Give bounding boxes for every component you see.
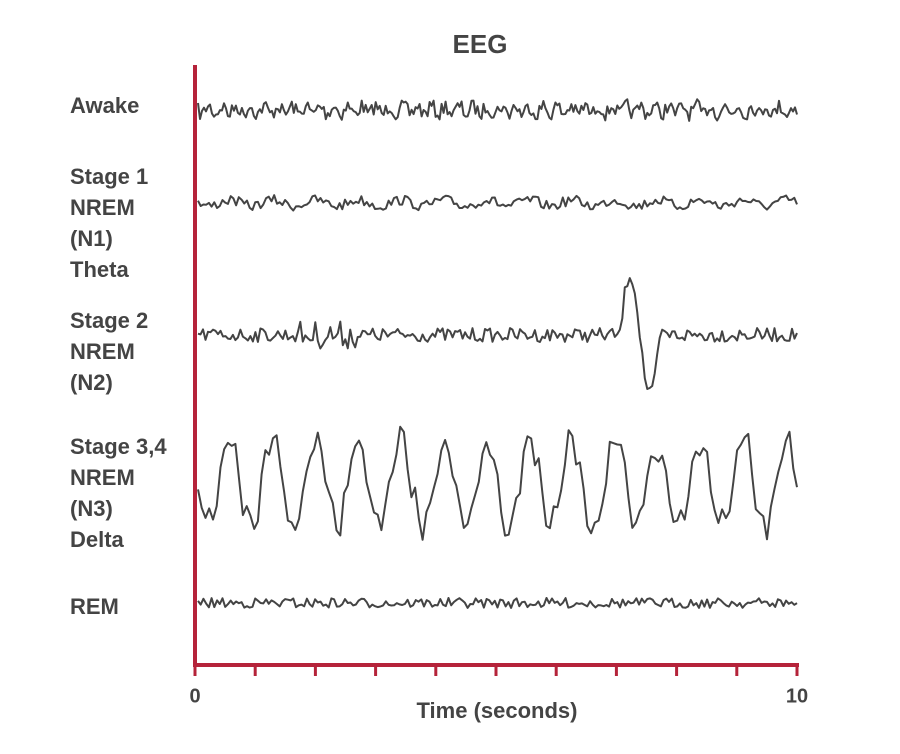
x-axis-label: Time (seconds) bbox=[417, 698, 578, 723]
row-label: (N3) bbox=[70, 496, 113, 521]
x-tick-label: 10 bbox=[786, 685, 808, 707]
eeg-trace bbox=[197, 425, 798, 541]
traces bbox=[197, 98, 798, 609]
row-label: Stage 1 bbox=[70, 164, 148, 189]
row-label: (N2) bbox=[70, 370, 113, 395]
row-label: Stage 3,4 bbox=[70, 434, 167, 459]
eeg-trace bbox=[197, 98, 798, 122]
row-label: NREM bbox=[70, 339, 135, 364]
row-label: Theta bbox=[70, 257, 129, 282]
eeg-trace bbox=[197, 194, 798, 212]
eeg-trace bbox=[197, 597, 798, 609]
row-label: Stage 2 bbox=[70, 308, 148, 333]
row-label: (N1) bbox=[70, 226, 113, 251]
row-label: REM bbox=[70, 594, 119, 619]
row-labels: Awake Stage 1 NREM (N1) Theta Stage 2 NREM (N2)… bbox=[70, 93, 167, 619]
x-tick-label: 0 bbox=[189, 685, 200, 707]
row-label: NREM bbox=[70, 195, 135, 220]
row-label: NREM bbox=[70, 465, 135, 490]
row-label: Delta bbox=[70, 527, 125, 552]
eeg-trace bbox=[197, 277, 798, 390]
title: EEG bbox=[453, 29, 508, 59]
row-label: Awake bbox=[70, 93, 139, 118]
x-ticks bbox=[193, 665, 799, 676]
